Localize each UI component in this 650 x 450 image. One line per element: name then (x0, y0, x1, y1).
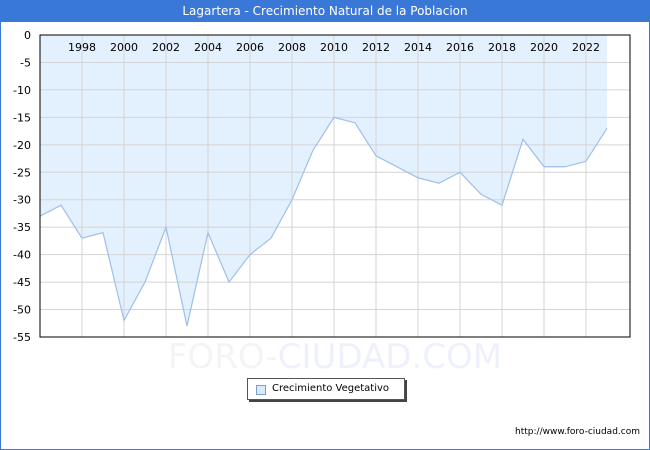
y-tick-label: -45 (13, 276, 31, 289)
legend-label: Crecimiento Vegetativo (272, 383, 390, 394)
y-tick-label: -40 (13, 249, 31, 262)
x-tick-label: 2014 (404, 41, 432, 54)
x-tick-label: 2010 (320, 41, 348, 54)
plot-border (39, 34, 631, 338)
x-tick-label: 2000 (110, 41, 138, 54)
y-tick-label: -35 (13, 221, 31, 234)
x-tick-label: 1998 (68, 41, 96, 54)
y-tick-label: -30 (13, 194, 31, 207)
x-tick-label: 2004 (194, 41, 222, 54)
x-tick-label: 2016 (446, 41, 474, 54)
y-tick-label: -20 (13, 139, 31, 152)
x-tick-label: 2008 (278, 41, 306, 54)
y-tick-label: -5 (20, 56, 31, 69)
legend: Crecimiento Vegetativo (247, 378, 405, 400)
watermark: FORO-CIUDAD.COM (168, 337, 502, 377)
x-tick-label: 2020 (530, 41, 558, 54)
x-tick-label: 2018 (488, 41, 516, 54)
y-tick-label: -15 (13, 111, 31, 124)
y-tick-label: 0 (24, 29, 31, 42)
x-tick-label: 2022 (572, 41, 600, 54)
y-tick-label: -50 (13, 304, 31, 317)
area-fill (40, 35, 607, 327)
chart-title: Lagartera - Crecimiento Natural de la Po… (0, 0, 650, 22)
source-url: http://www.foro-ciudad.com (515, 427, 640, 437)
y-tick-label: -25 (13, 166, 31, 179)
x-tick-label: 2006 (236, 41, 264, 54)
y-tick-label: -55 (13, 331, 31, 344)
x-tick-label: 2002 (152, 41, 180, 54)
series-line (39, 116, 608, 327)
legend-swatch-icon (256, 385, 266, 395)
x-tick-label: 2012 (362, 41, 390, 54)
y-tick-label: -10 (13, 84, 31, 97)
